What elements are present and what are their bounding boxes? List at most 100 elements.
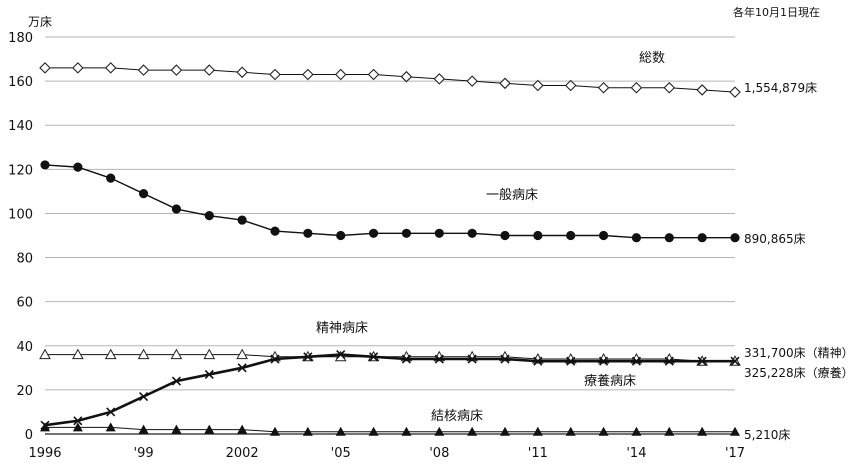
point-total-2005-shape [334, 68, 347, 81]
point-tuberculosis-2011 [532, 426, 543, 436]
point-general-2010-shape [500, 230, 510, 241]
point-long-term-care-2010-shape [500, 354, 510, 364]
point-general-1999 [138, 188, 149, 199]
point-total-2015-shape [663, 81, 676, 94]
point-total-2004-shape [302, 68, 314, 81]
point-long-term-care-2016 [697, 356, 707, 366]
series-line-general [44, 164, 735, 239]
point-tuberculosis-1996 [40, 422, 50, 432]
point-general-2003 [270, 226, 280, 236]
point-total-2003 [269, 68, 281, 81]
point-general-2000-shape [171, 204, 182, 214]
point-psychiatric-2001-shape [203, 348, 216, 360]
point-long-term-care-2002 [237, 363, 247, 373]
point-tuberculosis-2009-shape [467, 426, 478, 436]
point-tuberculosis-1999-shape [138, 424, 149, 434]
point-tuberculosis-2006-shape [368, 426, 379, 436]
point-general-2015-shape [664, 233, 674, 243]
series-name-label-long-term-care: 療養病床 [584, 373, 636, 389]
point-tuberculosis-1997-shape [72, 422, 83, 432]
point-total-2009-shape [466, 75, 478, 87]
point-long-term-care-1998 [106, 407, 116, 417]
point-tuberculosis-2017 [730, 426, 740, 436]
point-psychiatric-1999-shape [137, 348, 150, 360]
point-long-term-care-2008 [434, 354, 444, 364]
point-total-2005 [334, 68, 347, 81]
point-general-2001 [204, 211, 214, 221]
point-general-2012 [566, 230, 576, 241]
series-name-label-psychiatric: 精神病床 [316, 321, 368, 336]
point-total-1997-shape [72, 62, 84, 74]
point-total-2002-shape [236, 66, 248, 79]
y-tick-label-80: 80 [16, 252, 33, 267]
point-total-2013 [597, 81, 610, 94]
point-long-term-care-2001 [204, 369, 214, 380]
point-general-2009-shape [467, 228, 477, 238]
point-tuberculosis-2017-shape [730, 426, 740, 436]
point-long-term-care-2004 [303, 352, 313, 362]
point-general-2005-shape [336, 230, 346, 241]
point-psychiatric-1996 [39, 348, 51, 360]
point-total-2016-shape [696, 84, 708, 96]
point-tuberculosis-1998 [105, 422, 116, 432]
point-tuberculosis-2004 [302, 426, 313, 436]
point-general-2014 [631, 233, 642, 243]
x-tick-label-1996: 1996 [28, 446, 61, 461]
point-tuberculosis-2014-shape [631, 426, 642, 436]
point-general-1996 [40, 160, 50, 170]
point-total-1998 [104, 62, 117, 74]
point-general-2008 [434, 228, 444, 238]
point-total-2006 [367, 68, 380, 81]
point-psychiatric-2002 [236, 348, 248, 360]
point-tuberculosis-1998-shape [105, 422, 116, 432]
point-psychiatric-1998-shape [104, 348, 117, 360]
point-tuberculosis-2015-shape [664, 426, 675, 436]
point-long-term-care-2016-shape [697, 356, 707, 366]
point-total-2001 [203, 64, 216, 76]
point-long-term-care-2001-shape [204, 369, 214, 380]
point-total-2014 [630, 81, 643, 94]
point-psychiatric-1997 [72, 348, 84, 360]
point-tuberculosis-1997 [72, 422, 83, 432]
point-long-term-care-2006-shape [369, 352, 379, 362]
point-total-2008 [433, 73, 446, 85]
point-general-2002 [237, 215, 247, 225]
point-long-term-care-1999-shape [139, 391, 149, 402]
point-tuberculosis-1996-shape [40, 422, 50, 432]
point-long-term-care-2003 [270, 354, 280, 364]
point-long-term-care-2010 [500, 354, 510, 364]
point-long-term-care-2004-shape [303, 352, 313, 362]
point-total-1997 [72, 62, 84, 74]
point-long-term-care-1998-shape [106, 407, 116, 417]
point-tuberculosis-2002-shape [237, 424, 248, 434]
point-tuberculosis-2001 [204, 424, 215, 434]
point-total-2006-shape [367, 68, 380, 81]
point-total-2017 [729, 86, 741, 98]
point-total-2012-shape [564, 79, 577, 92]
point-general-2002-shape [237, 215, 247, 225]
point-general-2006-shape [368, 228, 379, 238]
x-tick-label-2005: '05 [331, 446, 351, 461]
point-tuberculosis-2016-shape [697, 426, 708, 436]
point-tuberculosis-2016 [697, 426, 708, 436]
point-psychiatric-2002-shape [236, 348, 248, 360]
point-total-2007 [400, 70, 413, 83]
point-tuberculosis-2008-shape [434, 426, 445, 436]
point-long-term-care-1997 [73, 416, 83, 426]
point-tuberculosis-2010-shape [500, 426, 510, 436]
point-psychiatric-2001 [203, 348, 216, 360]
point-long-term-care-2017 [730, 356, 740, 366]
point-long-term-care-2011 [533, 356, 543, 366]
point-tuberculosis-2010 [500, 426, 510, 436]
point-long-term-care-2006 [369, 352, 379, 362]
y-tick-label-180: 180 [8, 31, 33, 46]
point-long-term-care-1997-shape [73, 416, 83, 426]
y-tick-label-140: 140 [8, 119, 33, 134]
point-total-2008-shape [433, 73, 446, 85]
point-long-term-care-2012 [566, 356, 576, 366]
point-general-1997-shape [73, 162, 83, 172]
x-tick-label-1999: '99 [134, 446, 154, 461]
point-general-2001-shape [204, 211, 214, 221]
